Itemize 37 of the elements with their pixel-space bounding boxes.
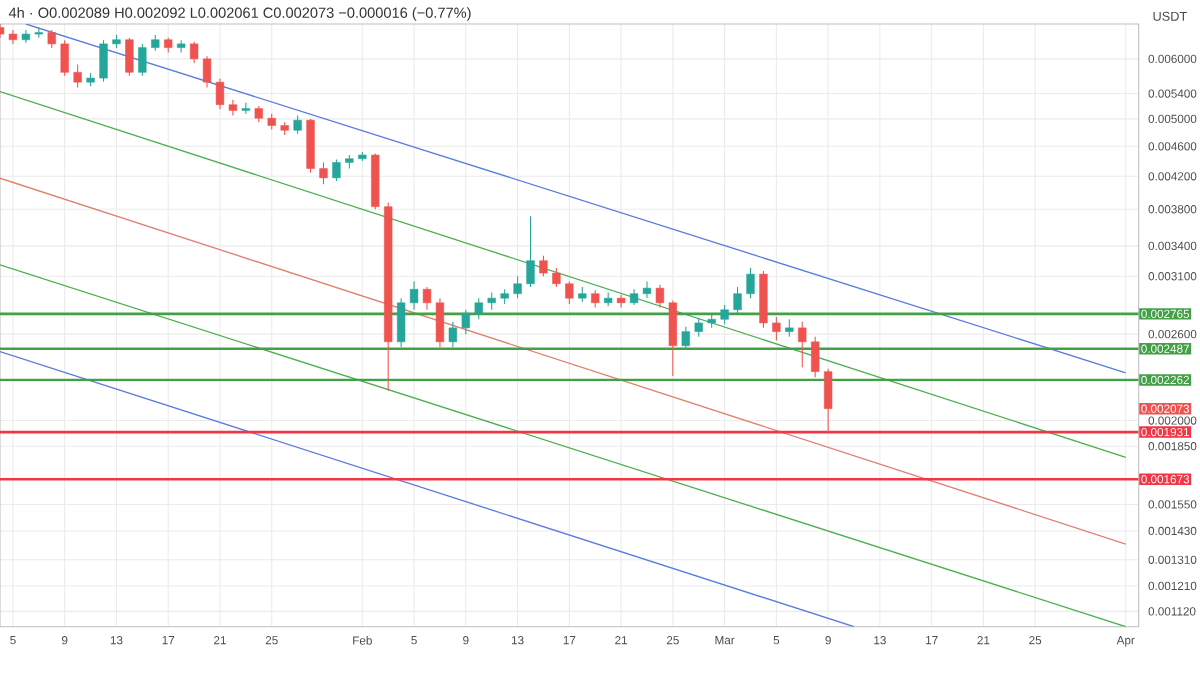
candlestick xyxy=(539,255,548,277)
candlestick xyxy=(772,316,781,342)
candlestick xyxy=(189,41,199,64)
candlestick xyxy=(526,215,535,288)
candlestick xyxy=(435,297,445,348)
candlestick xyxy=(138,43,147,77)
candlestick xyxy=(798,321,807,368)
candlestick xyxy=(720,304,729,325)
candlestick xyxy=(461,309,470,335)
candlestick xyxy=(616,294,626,308)
candlestick xyxy=(694,317,703,338)
candlestick xyxy=(733,286,742,316)
candlestick xyxy=(73,63,82,89)
candlestick xyxy=(409,281,419,311)
candlestick xyxy=(47,29,56,49)
candlestick xyxy=(811,336,820,378)
candlestick xyxy=(474,297,483,320)
candlestick xyxy=(125,37,134,77)
candlestick xyxy=(655,284,665,308)
candlestick xyxy=(60,39,69,77)
candlestick xyxy=(746,267,755,299)
candlestick xyxy=(228,99,238,117)
candlestick xyxy=(241,102,251,115)
candlestick xyxy=(319,161,328,185)
candlestick xyxy=(99,39,108,83)
candlestick xyxy=(668,299,678,377)
candlestick xyxy=(8,29,18,45)
candlestick xyxy=(448,321,458,348)
candlestick xyxy=(422,286,432,311)
candlestick xyxy=(552,267,561,288)
candlestick xyxy=(681,326,690,351)
candlestick xyxy=(332,158,341,182)
candlestick xyxy=(513,275,522,299)
candlestick xyxy=(293,115,302,135)
candlestick xyxy=(565,281,574,305)
candlestick xyxy=(823,368,833,433)
candlestick xyxy=(396,297,406,348)
